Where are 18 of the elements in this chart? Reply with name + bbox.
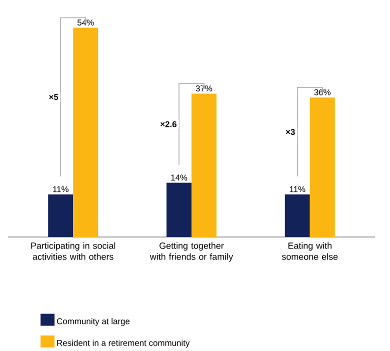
data-label: 11% (290, 186, 306, 192)
bar (284, 194, 310, 237)
annotation: ×2.6 (160, 121, 176, 128)
data-label: 11% (53, 186, 68, 192)
data-label: 14% (171, 174, 188, 181)
data-label: 36% (314, 89, 331, 96)
bar (48, 194, 74, 237)
bar (166, 182, 192, 237)
x-tick-label: Eating with someone else (282, 242, 338, 260)
annotation: ×5 (49, 94, 58, 100)
bar (192, 94, 217, 237)
legend-label: Community at large (56, 318, 130, 326)
legend-label: Resident in a retirement community (57, 340, 190, 348)
annotation: ×3 (286, 128, 295, 135)
bar (73, 28, 98, 237)
x-tick-label: Getting together with friends or family (150, 242, 234, 262)
bar (310, 97, 335, 237)
x-tick-label: Participating in social activities with others (31, 242, 116, 260)
